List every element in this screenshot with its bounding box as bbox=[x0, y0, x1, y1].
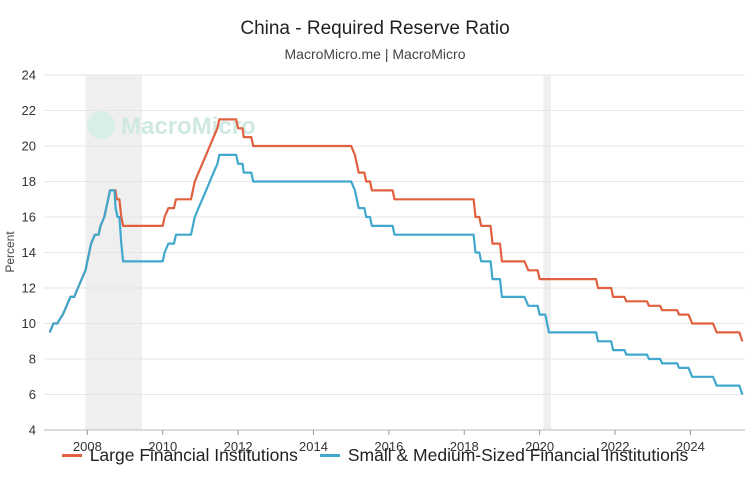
y-tick-label-12: 12 bbox=[22, 281, 36, 296]
y-tick-label-24: 24 bbox=[22, 68, 36, 83]
y-tick-label-18: 18 bbox=[22, 174, 36, 189]
series-line-1 bbox=[48, 153, 744, 395]
y-tick-label-22: 22 bbox=[22, 103, 36, 118]
y-tick-label-14: 14 bbox=[22, 245, 36, 260]
y-tick-label-20: 20 bbox=[22, 139, 36, 154]
watermark-text: MacroMicro bbox=[121, 113, 256, 140]
x-tick-label-2008: 2008 bbox=[73, 439, 102, 454]
y-tick-label-16: 16 bbox=[22, 210, 36, 225]
series-line-0 bbox=[48, 118, 744, 342]
series-lines bbox=[48, 118, 744, 395]
x-tick-label-2010: 2010 bbox=[148, 439, 177, 454]
watermark-group: MacroMicro bbox=[87, 111, 256, 140]
x-tick-label-2020: 2020 bbox=[525, 439, 554, 454]
legend-item-large[interactable]: Large Financial Institutions bbox=[61, 445, 298, 466]
legend-swatch-large bbox=[61, 454, 82, 457]
legend-label-small-medium: Small & Medium-Sized Financial Instituti… bbox=[347, 445, 689, 465]
x-tick-label-2024: 2024 bbox=[676, 439, 705, 454]
x-tick-label-2012: 2012 bbox=[224, 439, 253, 454]
y-axis-label: Percent bbox=[3, 231, 17, 273]
x-tick-label-2016: 2016 bbox=[374, 439, 403, 454]
x-tick-label-2018: 2018 bbox=[450, 439, 479, 454]
x-axis-ticks: 2008 2010 2012 2014 2016 2018 2020 2022 2024 bbox=[73, 430, 705, 454]
chart-subtitle: MacroMicro.me | MacroMicro bbox=[284, 46, 466, 62]
gridlines bbox=[44, 74, 745, 431]
watermark-logo-icon bbox=[87, 111, 115, 139]
legend-item-small-medium[interactable]: Small & Medium-Sized Financial Instituti… bbox=[319, 445, 689, 466]
x-tick-label-2014: 2014 bbox=[299, 439, 328, 454]
legend-label-large: Large Financial Institutions bbox=[89, 445, 298, 465]
chart-title: China - Required Reserve Ratio bbox=[240, 18, 510, 39]
legend-swatch-small-medium bbox=[319, 454, 340, 457]
x-tick-label-2022: 2022 bbox=[601, 439, 630, 454]
y-axis-ticks: 4 6 8 10 12 14 16 18 20 22 24 bbox=[22, 68, 36, 438]
y-tick-label-4: 4 bbox=[29, 423, 36, 438]
legend: Large Financial Institutions Small & Med… bbox=[0, 445, 750, 466]
y-tick-label-8: 8 bbox=[29, 352, 36, 367]
y-tick-label-10: 10 bbox=[22, 316, 36, 331]
y-tick-label-6: 6 bbox=[29, 387, 36, 402]
